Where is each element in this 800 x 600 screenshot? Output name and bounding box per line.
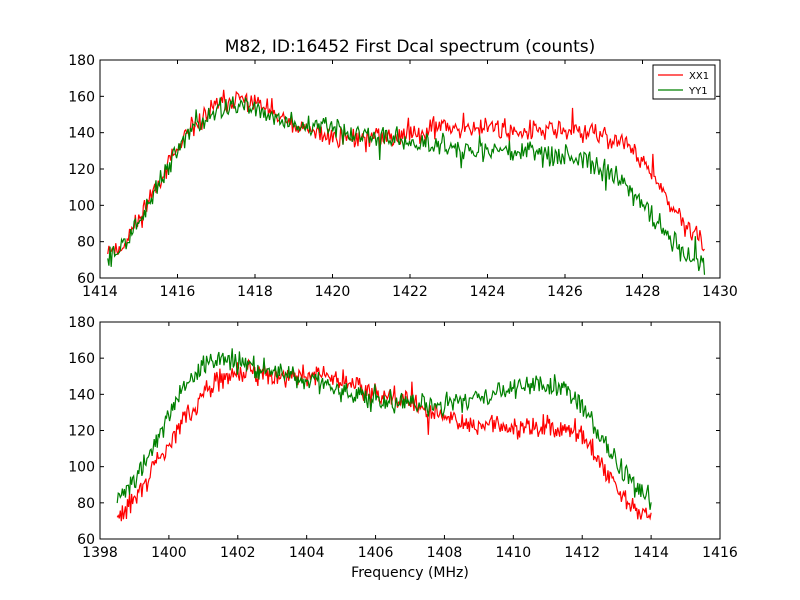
x-tick-label: 1408 <box>427 545 463 561</box>
y-tick-label: 180 <box>68 315 95 331</box>
y-tick-label: 100 <box>68 198 95 214</box>
x-tick-label: 1420 <box>315 284 351 300</box>
chart-title: M82, ID:16452 First Dcal spectrum (count… <box>225 37 596 57</box>
x-tick-label: 1410 <box>496 545 532 561</box>
x-tick-label: 1428 <box>625 284 661 300</box>
x-tick-label: 1398 <box>82 545 118 561</box>
y-tick-label: 80 <box>77 496 95 512</box>
x-tick-label: 1422 <box>392 284 428 300</box>
y-tick-label: 120 <box>68 424 95 440</box>
y-tick-label: 140 <box>68 387 95 403</box>
x-tick-label: 1414 <box>82 284 118 300</box>
x-tick-label: 1418 <box>237 284 273 300</box>
y-tick-label: 140 <box>68 126 95 142</box>
series-line-yy1 <box>107 96 706 275</box>
y-tick-label: 180 <box>68 53 95 69</box>
y-tick-label: 160 <box>68 351 95 367</box>
x-tick-label: 1412 <box>564 545 600 561</box>
x-tick-label: 1406 <box>358 545 394 561</box>
bottom-panel: 1398 1400 1402 1404 1406 1408 1410 1412 1414 1416… <box>68 315 738 561</box>
x-tick-label: 1400 <box>151 545 187 561</box>
y-tick-label: 160 <box>68 89 95 105</box>
x-tick-label: 1402 <box>220 545 256 561</box>
x-tick-label: 1424 <box>470 284 506 300</box>
x-tick-label: 1414 <box>633 545 669 561</box>
x-tick-label: 1426 <box>547 284 583 300</box>
series-line-yy1 <box>116 348 652 510</box>
y-tick-label: 60 <box>77 271 95 287</box>
legend-box <box>652 64 716 100</box>
legend-label-xx1: XX1 <box>689 71 709 82</box>
y-tick-label: 60 <box>77 532 95 548</box>
series-line-xx1 <box>107 89 705 255</box>
y-tick-label: 120 <box>68 162 95 178</box>
x-axis-label: Frequency (MHz) <box>351 565 469 581</box>
x-tick-label: 1430 <box>702 284 738 300</box>
x-tick-label: 1416 <box>160 284 196 300</box>
x-tick-label: 1404 <box>289 545 325 561</box>
legend-label-yy1: YY1 <box>688 86 708 97</box>
x-tick-label: 1416 <box>702 545 738 561</box>
series-line-xx1 <box>116 358 652 522</box>
y-tick-label: 80 <box>77 235 95 251</box>
top-panel: 1414 1416 1418 1420 1422 1424 1426 1428 1430 60 80… <box>68 53 738 300</box>
y-tick-label: 100 <box>68 460 95 476</box>
